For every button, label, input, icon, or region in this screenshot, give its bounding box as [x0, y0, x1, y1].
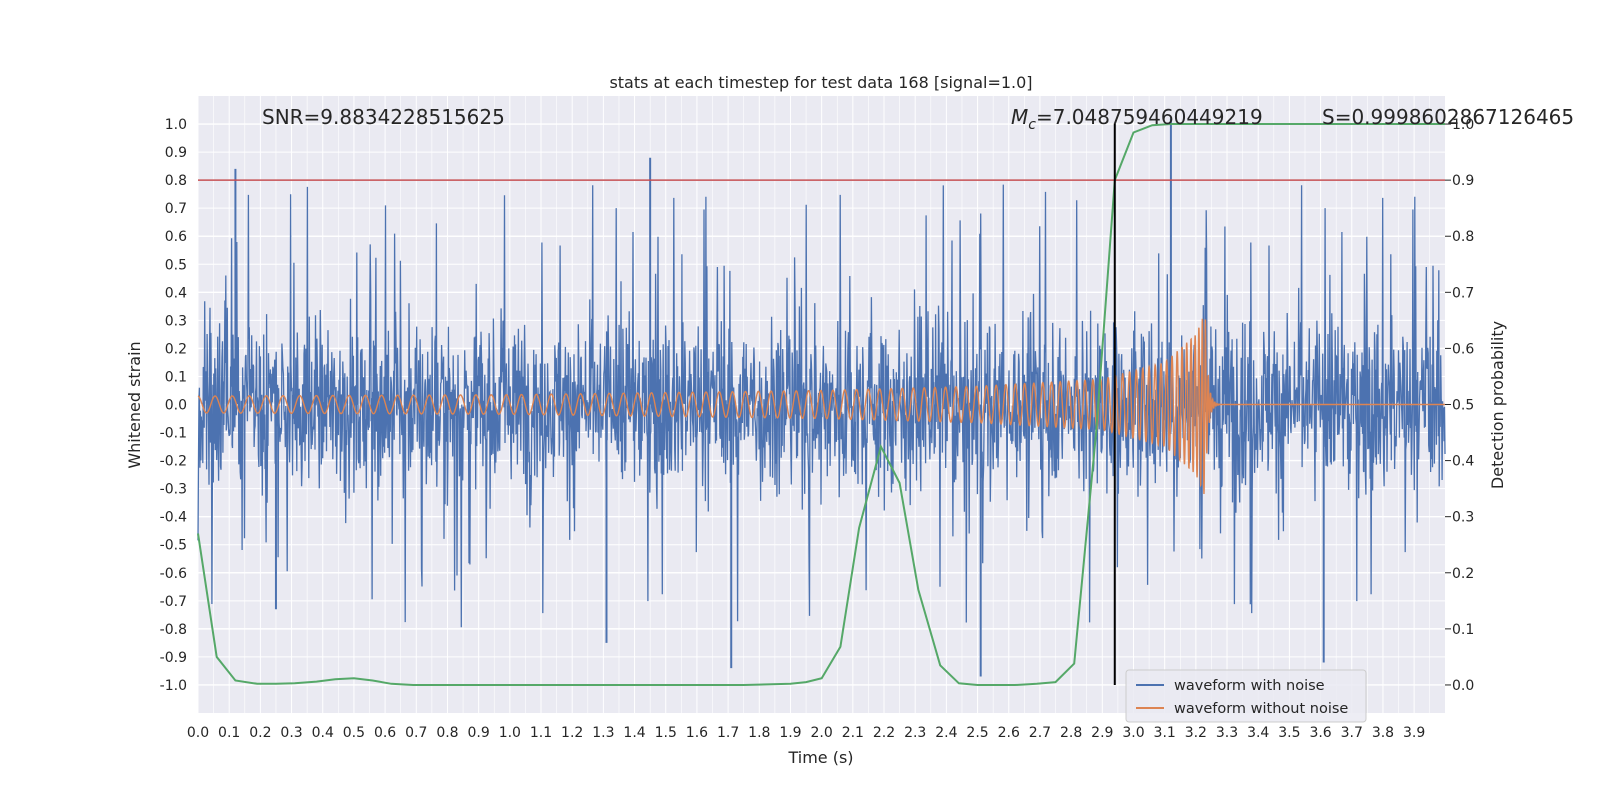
x-tick-label-7: 0.7 — [405, 725, 427, 741]
score-annotation: S=0.9998602867126465 — [1322, 105, 1574, 129]
detection-probability-line — [197, 123, 1445, 686]
y-tick-label-19: 0.9 — [165, 145, 187, 161]
y-right-tick-label-8: 0.8 — [1452, 229, 1474, 245]
x-tick-labels: 0.0 0.1 0.2 0.3 0.4 0.5 0.6 0.7 0.8 0.9 1.0 1.1 1.2 1… — [187, 725, 1425, 741]
y-tick-label-11: 0.1 — [165, 369, 187, 385]
x-tick-label-37: 3.7 — [1341, 725, 1363, 741]
x-tick-label-17: 1.7 — [717, 725, 739, 741]
y-tick-labels: -1.0 -0.9 -0.8 -0.7 -0.6 -0.5 -0.4 -0.3 -0.2 -0.1… — [160, 117, 187, 694]
x-axis-label: Time (s) — [787, 748, 853, 767]
y-tick-label-9: -0.1 — [160, 426, 187, 442]
y-tick-label-15: 0.5 — [165, 257, 187, 273]
y-right-tick-label-4: 0.4 — [1452, 454, 1474, 470]
x-tick-label-14: 1.4 — [623, 725, 645, 741]
y-tick-label-16: 0.6 — [165, 229, 187, 245]
y-tick-label-2: -0.8 — [160, 622, 187, 638]
chirp-mass-value: =7.048759460449219 — [1036, 105, 1263, 129]
y-right-tick-label-1: 0.1 — [1452, 622, 1474, 638]
series-detection-probability — [197, 123, 1445, 686]
x-tick-label-0: 0.0 — [187, 725, 209, 741]
clean-waveform-line — [197, 318, 1445, 495]
x-tick-label-25: 2.5 — [966, 725, 988, 741]
x-tick-label-39: 3.9 — [1403, 725, 1425, 741]
snr-annotation: SNR=9.8834228515625 — [262, 105, 505, 129]
legend-label-noisy: waveform with noise — [1174, 678, 1325, 694]
y-tick-label-17: 0.7 — [165, 201, 187, 217]
x-tick-label-8: 0.8 — [436, 725, 458, 741]
legend: waveform with noise waveform without noi… — [1125, 669, 1367, 723]
noisy-waveform-line — [197, 184, 1446, 628]
series-clean-waveform — [197, 318, 1445, 495]
x-tick-label-15: 1.5 — [655, 725, 677, 741]
x-tick-label-20: 2.0 — [811, 725, 833, 741]
y-right-tick-label-3: 0.3 — [1452, 510, 1474, 526]
y-tick-label-10: 0.0 — [165, 398, 187, 414]
chirp-mass-annotation: Mc=7.048759460449219 — [1011, 105, 1263, 133]
y-tick-label-7: -0.3 — [160, 482, 187, 498]
x-tick-label-6: 0.6 — [374, 725, 396, 741]
series-noisy-waveform — [197, 118, 1446, 677]
y-tick-label-12: 0.2 — [165, 341, 187, 357]
legend-label-clean: waveform without noise — [1174, 701, 1348, 717]
y-tick-label-1: -0.9 — [160, 650, 187, 666]
y-right-tick-label-9: 0.9 — [1452, 173, 1474, 189]
x-tick-label-36: 3.6 — [1309, 725, 1331, 741]
y-right-tick-label-10: 1.0 — [1452, 117, 1474, 133]
y-tick-label-18: 0.8 — [165, 173, 187, 189]
y-tick-label-8: -0.2 — [160, 454, 187, 470]
x-tick-label-16: 1.6 — [686, 725, 708, 741]
x-tick-label-4: 0.4 — [312, 725, 334, 741]
x-tick-label-27: 2.7 — [1029, 725, 1051, 741]
x-tick-label-5: 0.5 — [343, 725, 365, 741]
x-tick-label-30: 3.0 — [1122, 725, 1144, 741]
x-tick-label-9: 0.9 — [468, 725, 490, 741]
x-tick-label-1: 0.1 — [218, 725, 240, 741]
chart-title: stats at each timestep for test data 168… — [609, 73, 1032, 92]
chirp-mass-symbol: M — [1011, 105, 1028, 129]
x-tick-label-29: 2.9 — [1091, 725, 1113, 741]
y-tick-label-4: -0.6 — [160, 566, 187, 582]
x-tick-label-2: 0.2 — [249, 725, 271, 741]
x-tick-label-34: 3.4 — [1247, 725, 1269, 741]
x-tick-label-19: 1.9 — [779, 725, 801, 741]
x-tick-label-26: 2.6 — [998, 725, 1020, 741]
x-tick-label-32: 3.2 — [1185, 725, 1207, 741]
x-tick-label-38: 3.8 — [1372, 725, 1394, 741]
legend-box — [1125, 669, 1367, 723]
overlay-lines — [198, 124, 1445, 685]
y-axis-label: Whitened strain — [125, 341, 144, 468]
y-tick-label-20: 1.0 — [165, 117, 187, 133]
x-tick-label-18: 1.8 — [748, 725, 770, 741]
y-tick-label-13: 0.3 — [165, 313, 187, 329]
y-right-tick-label-6: 0.6 — [1452, 341, 1474, 357]
chirp-mass-subscript: c — [1028, 117, 1036, 133]
y-right-tick-label-5: 0.5 — [1452, 398, 1474, 414]
y-right-tick-label-0: 0.0 — [1452, 678, 1474, 694]
x-tick-label-24: 2.4 — [935, 725, 957, 741]
y-right-tick-labels: 0.0 0.1 0.2 0.3 0.4 0.5 0.6 0.7 0.8 0.9 1.0 — [1445, 117, 1474, 694]
y-tick-label-14: 0.4 — [165, 285, 187, 301]
x-tick-label-28: 2.8 — [1060, 725, 1082, 741]
x-tick-label-35: 3.5 — [1278, 725, 1300, 741]
y-right-tick-label-7: 0.7 — [1452, 285, 1474, 301]
x-tick-label-3: 0.3 — [280, 725, 302, 741]
y-tick-label-5: -0.5 — [160, 538, 187, 554]
x-tick-label-22: 2.2 — [873, 725, 895, 741]
x-tick-label-21: 2.1 — [842, 725, 864, 741]
x-tick-label-12: 1.2 — [561, 725, 583, 741]
x-tick-label-33: 3.3 — [1216, 725, 1238, 741]
x-tick-label-11: 1.1 — [530, 725, 552, 741]
y-tick-label-3: -0.7 — [160, 594, 187, 610]
y-right-tick-label-2: 0.2 — [1452, 566, 1474, 582]
x-tick-label-13: 1.3 — [592, 725, 614, 741]
x-tick-label-23: 2.3 — [904, 725, 926, 741]
x-tick-label-31: 3.1 — [1154, 725, 1176, 741]
y-tick-label-6: -0.4 — [160, 510, 187, 526]
y-right-axis-label: Detection probability — [1488, 321, 1507, 489]
y-tick-label-0: -1.0 — [160, 678, 187, 694]
x-tick-label-10: 1.0 — [499, 725, 521, 741]
